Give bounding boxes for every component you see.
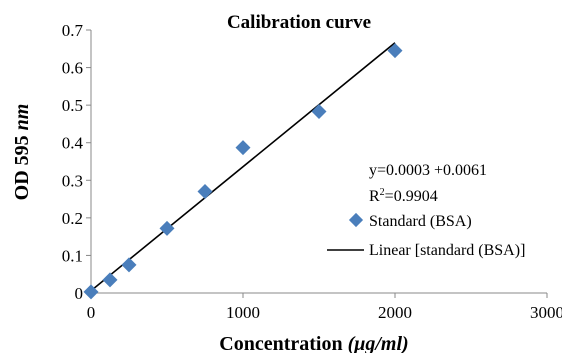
y-tick-label: 0.2 [62, 209, 83, 228]
data-point [121, 257, 137, 273]
r-squared: R2=0.9904 [369, 187, 438, 205]
x-tick-label: 1000 [226, 303, 260, 322]
chart-title: Calibration curve [227, 12, 371, 33]
data-point [102, 272, 118, 288]
legend-diamond-marker [348, 212, 364, 228]
data-point [235, 140, 251, 156]
x-axis-label: Concentration (μg/ml) [219, 333, 408, 353]
y-tick-label: 0.5 [62, 96, 83, 115]
y-axis-label-unit: nm [11, 104, 33, 131]
data-point [83, 284, 99, 300]
y-tick-label: 0.3 [62, 171, 83, 190]
legend: Standard (BSA) Linear [standard (BSA)] [327, 212, 525, 259]
legend-label-standard: Standard (BSA) [369, 213, 472, 230]
data-points [83, 43, 403, 300]
y-tick-label: 0 [75, 284, 84, 303]
y-tick-label: 0.1 [62, 246, 83, 265]
x-tick-label: 2000 [378, 303, 412, 322]
data-point [197, 184, 213, 200]
x-tick-label: 0 [87, 303, 96, 322]
r-squared-sup: 2 [380, 187, 385, 198]
y-tick-label: 0.6 [62, 59, 83, 78]
data-point [311, 104, 327, 120]
r-squared-prefix: R [369, 188, 380, 205]
data-point [159, 220, 175, 236]
x-axis-label-main: Concentration [219, 333, 347, 353]
legend-label-linear: Linear [standard (BSA)] [369, 242, 525, 259]
trendline-equation: y=0.0003 +0.0061 [369, 162, 487, 179]
y-tick-label: 0.7 [62, 21, 84, 40]
data-point [387, 43, 403, 59]
y-axis-label-main: OD 595 [11, 130, 33, 200]
x-ticks: 0 1000 2000 3000 [87, 293, 562, 322]
x-axis-label-unit: (μg/ml) [348, 333, 409, 353]
plot-area: 0 0.1 0.2 0.3 0.4 0.5 0.6 0.7 0 1000 2000 3000 [62, 21, 562, 322]
y-tick-label: 0.4 [62, 134, 84, 153]
x-tick-label: 3000 [530, 303, 562, 322]
r-squared-value: =0.9904 [385, 188, 438, 205]
y-axis-label: OD 595 nm [11, 104, 33, 201]
y-ticks: 0 0.1 0.2 0.3 0.4 0.5 0.6 0.7 [62, 21, 91, 303]
trendline [90, 42, 396, 292]
